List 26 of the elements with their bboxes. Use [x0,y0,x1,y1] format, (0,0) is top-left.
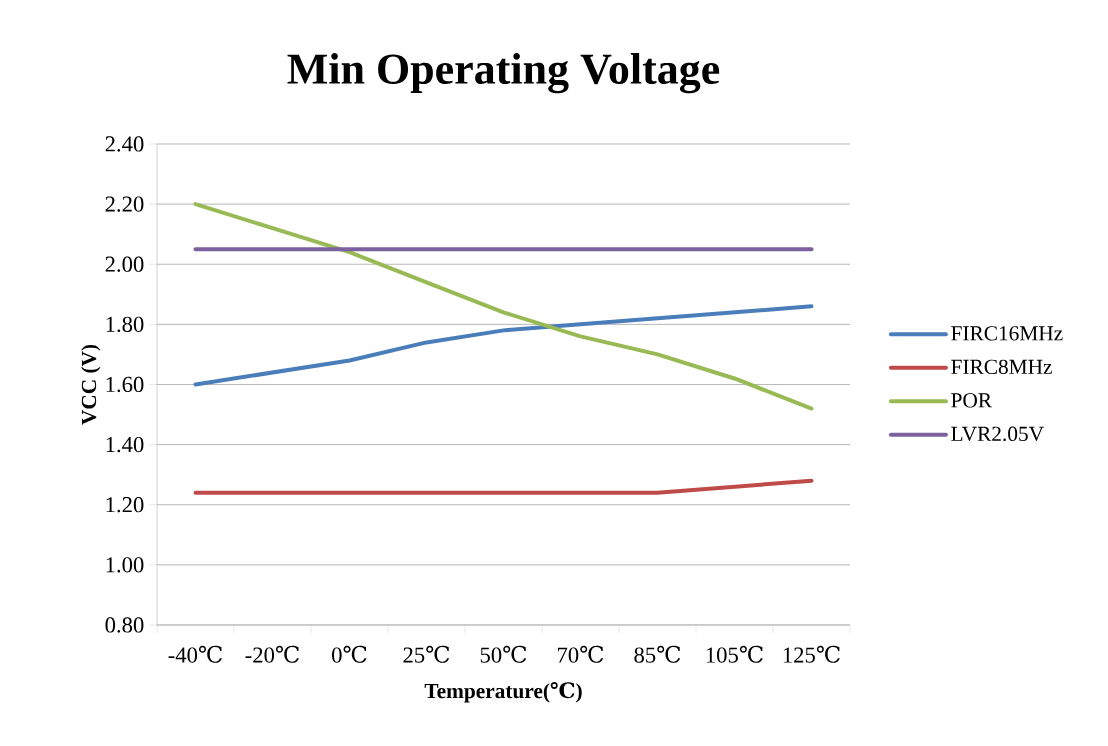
x-tick-label: 25℃ [403,645,450,663]
y-tick-label: 2.40 [105,136,144,152]
y-tick-label: 1.20 [106,497,144,513]
y-tick-label: 1.60 [106,376,144,393]
y-tick-label: 1.00 [106,557,144,573]
legend-label: FIRC8MHz [951,359,1052,375]
y-axis-title: VCC (V) [81,344,101,425]
x-tick-label: 50℃ [480,645,527,663]
x-tick-label: 0℃ [332,645,367,663]
x-tick-label: 70℃ [557,645,604,663]
x-tick-label: -20℃ [245,645,299,663]
line-series [193,202,814,411]
y-tick-label: 1.40 [106,436,144,453]
y-tick-label: 2.20 [105,196,144,212]
legend-label: POR [951,393,993,408]
y-tick-label: 0.80 [105,617,144,633]
legend-label: FIRC16MHz [951,326,1063,341]
legend-label: LVR2.05V [951,426,1044,442]
x-tick-label: 105℃ [706,645,763,663]
x-tick-label: -40℃ [168,645,222,663]
x-tick-label: 85℃ [634,645,681,663]
x-axis-title: Temperature(℃) [424,682,582,703]
x-tick-label: 125℃ [783,645,840,663]
y-tick-label: 1.80 [106,316,144,333]
chart-title: Min Operating Voltage [287,53,720,94]
y-tick-label: 2.00 [105,256,144,272]
